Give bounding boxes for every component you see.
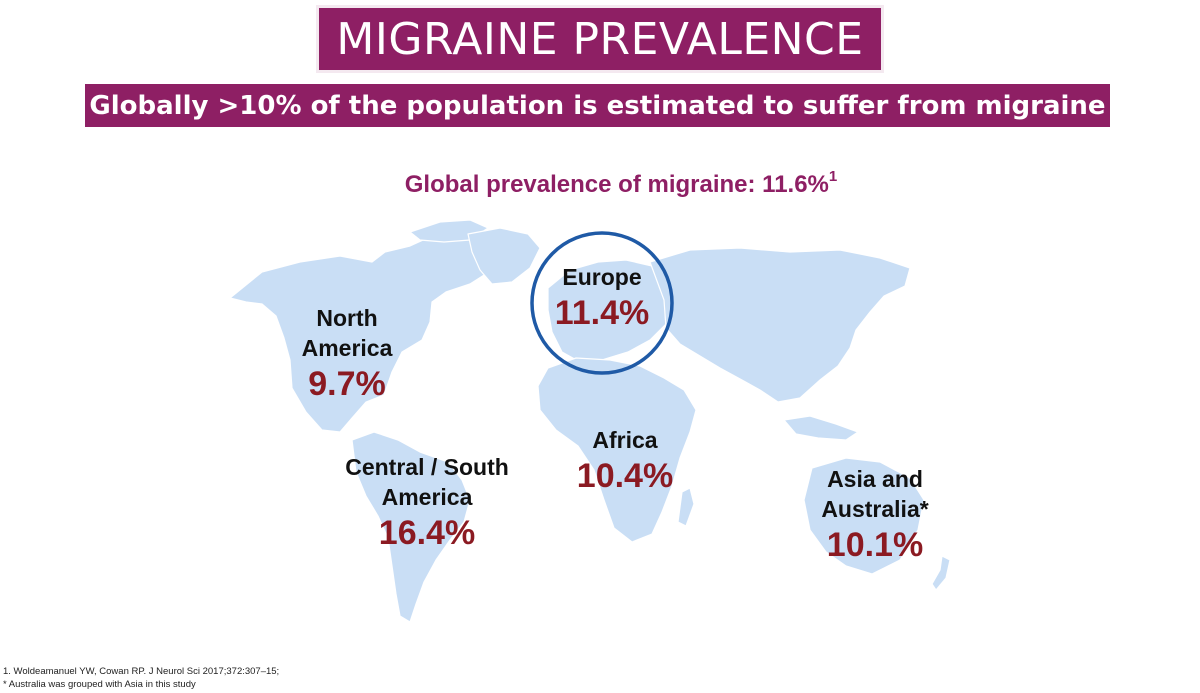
page-subtitle: Globally >10% of the population is estim… xyxy=(89,90,1106,121)
global-prevalence: Global prevalence of migraine: 11.6%1 xyxy=(0,168,1200,199)
global-prevalence-reference: 1 xyxy=(828,168,838,185)
page-title: MIGRAINE PREVALENCE xyxy=(336,13,864,65)
region-value: 10.4% xyxy=(576,457,674,495)
region-name-line2: America xyxy=(301,335,393,361)
region-europe: Europe 11.4% xyxy=(537,262,667,334)
greenland xyxy=(467,227,541,285)
southeast-asia-islands xyxy=(783,415,859,441)
region-name-line2: America xyxy=(381,484,473,510)
asia-landmass xyxy=(649,247,911,403)
australia-landmass xyxy=(803,457,925,575)
new-zealand xyxy=(931,555,951,591)
region-value: 11.4% xyxy=(554,294,650,332)
region-value: 9.7% xyxy=(308,365,386,403)
region-value: 10.1% xyxy=(826,526,924,564)
title-banner: MIGRAINE PREVALENCE xyxy=(316,5,884,73)
region-name-line1: Asia and xyxy=(827,466,923,492)
north-america-landmass xyxy=(229,229,527,433)
footnote-reference: 1. Woldeamanuel YW, Cowan RP. J Neurol S… xyxy=(3,666,280,677)
europe-landmass xyxy=(547,259,677,363)
region-name: Europe xyxy=(562,264,642,290)
region-name: Africa xyxy=(592,427,658,453)
region-name-line1: North xyxy=(316,305,378,331)
region-south-america: Central / South America 16.4% xyxy=(320,452,534,554)
europe-highlight-ring xyxy=(530,231,674,375)
region-name-line2: Australia* xyxy=(821,496,929,522)
madagascar xyxy=(677,487,695,527)
region-value: 16.4% xyxy=(378,514,476,552)
south-america-landmass xyxy=(351,431,471,623)
region-africa: Africa 10.4% xyxy=(560,425,690,497)
subtitle-banner: Globally >10% of the population is estim… xyxy=(85,84,1110,127)
region-north-america: North America 9.7% xyxy=(272,303,422,405)
africa-landmass xyxy=(537,357,697,543)
region-asia-australia: Asia and Australia* 10.1% xyxy=(800,464,950,566)
region-name-line1: Central / South xyxy=(345,454,509,480)
footnote-asterisk: * Australia was grouped with Asia in thi… xyxy=(3,679,196,690)
global-prevalence-label: Global prevalence of migraine: 11.6% xyxy=(404,171,829,198)
